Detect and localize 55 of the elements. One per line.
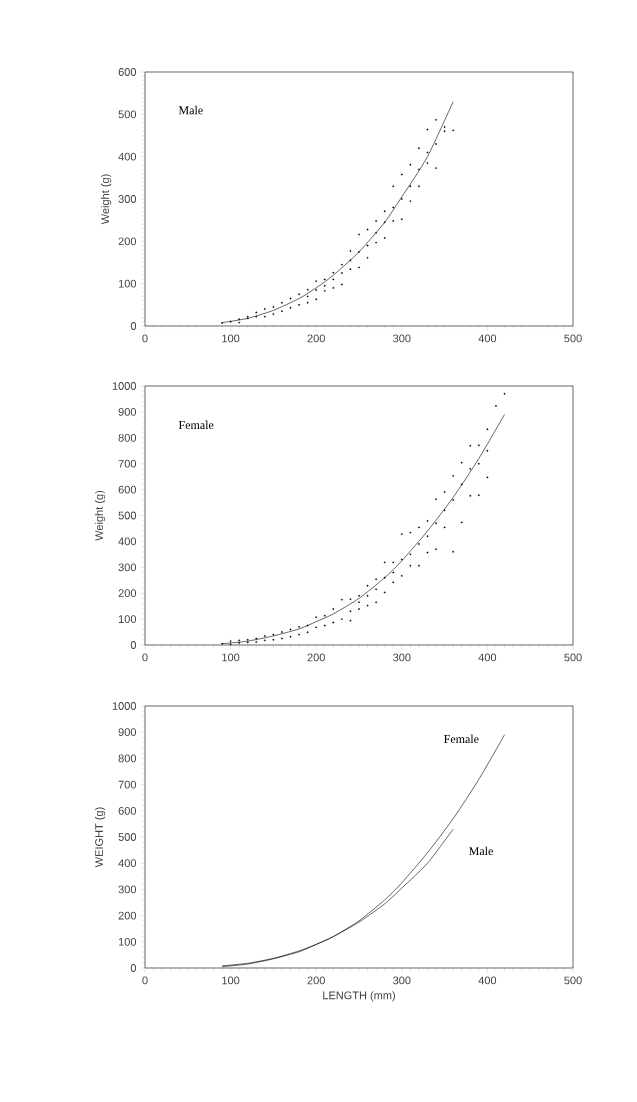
y-tick-label: 300 bbox=[118, 195, 137, 203]
y-axis-title: Weight (g) bbox=[94, 490, 106, 541]
x-tick-label: 400 bbox=[478, 334, 497, 343]
y-tick-label: 0 bbox=[130, 322, 137, 330]
y-tick-label: 800 bbox=[118, 754, 137, 763]
x-tick-label: 500 bbox=[564, 653, 582, 662]
x-axis-title: LENGTH (mm) bbox=[323, 991, 395, 1002]
y-tick-label: 700 bbox=[118, 459, 137, 468]
x-tick-label: 200 bbox=[307, 976, 325, 985]
x-tick-label: 0 bbox=[142, 976, 148, 985]
x-tick-label: 300 bbox=[393, 653, 411, 662]
y-tick-label: 700 bbox=[118, 780, 137, 789]
series-label: Female bbox=[444, 734, 479, 744]
x-tick-label: 100 bbox=[222, 976, 240, 985]
y-tick-label: 500 bbox=[118, 110, 137, 119]
x-tick-label: 500 bbox=[564, 976, 582, 985]
y-axis-title: Weight (g) bbox=[101, 174, 112, 225]
x-tick-label: 100 bbox=[222, 653, 240, 662]
x-tick-label: 100 bbox=[222, 334, 240, 343]
y-tick-label: 200 bbox=[118, 589, 137, 598]
y-tick-label: 0 bbox=[130, 964, 137, 972]
y-tick-label: 200 bbox=[118, 911, 137, 920]
y-tick-label: 400 bbox=[118, 859, 137, 868]
x-tick-label: 200 bbox=[307, 334, 325, 343]
y-tick-label: 400 bbox=[118, 152, 137, 161]
x-tick-label: 500 bbox=[564, 334, 582, 343]
x-tick-label: 300 bbox=[393, 976, 411, 985]
y-tick-label: 600 bbox=[118, 485, 137, 494]
y-tick-label: 600 bbox=[118, 68, 137, 76]
y-tick-label: 600 bbox=[118, 806, 137, 815]
x-tick-label: 400 bbox=[478, 653, 497, 662]
y-tick-label: 100 bbox=[118, 937, 137, 946]
y-tick-label: 1000 bbox=[112, 382, 137, 390]
y-tick-label: 1000 bbox=[112, 702, 137, 710]
y-tick-label: 900 bbox=[118, 408, 137, 416]
y-tick-label: 400 bbox=[118, 537, 137, 546]
y-tick-label: 500 bbox=[118, 833, 137, 841]
y-tick-label: 200 bbox=[118, 237, 137, 246]
series-label: Male bbox=[469, 846, 493, 856]
y-tick-label: 100 bbox=[118, 615, 137, 623]
x-tick-label: 400 bbox=[478, 976, 497, 985]
y-tick-label: 100 bbox=[118, 279, 137, 288]
x-tick-label: 200 bbox=[307, 653, 325, 662]
y-tick-label: 800 bbox=[118, 433, 137, 442]
annotation: Female bbox=[178, 420, 214, 430]
y-tick-label: 500 bbox=[118, 511, 137, 520]
x-tick-label: 300 bbox=[393, 334, 411, 343]
x-tick-label: 0 bbox=[142, 653, 148, 662]
y-tick-label: 300 bbox=[118, 885, 137, 894]
y-tick-label: 0 bbox=[130, 641, 137, 649]
x-tick-label: 0 bbox=[142, 334, 148, 343]
y-axis-title: WEIGHT (g) bbox=[94, 807, 106, 868]
annotation: Male bbox=[178, 105, 203, 115]
y-tick-label: 900 bbox=[118, 728, 137, 737]
y-tick-label: 300 bbox=[118, 563, 137, 572]
